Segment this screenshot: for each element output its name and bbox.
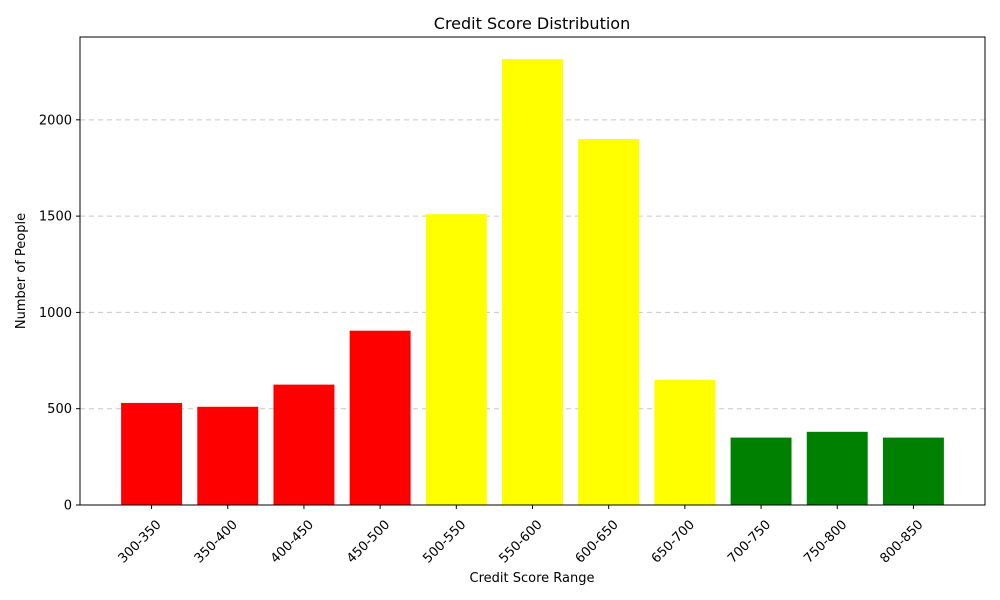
bar-400-450 [273,384,335,505]
bar-750-800 [806,431,868,505]
x-tick-label-300-350: 300-350 [116,517,165,566]
bar-800-850 [882,437,944,505]
x-tick-label-650-700: 650-700 [649,517,698,566]
x-tick-label-700-750: 700-750 [725,517,774,566]
bar-550-600 [502,59,563,506]
bar-700-750 [730,437,792,505]
bar-350-400 [197,406,259,505]
x-axis-ticks: 300-350 350-400 400-450 450-500 500-550 550-6… [116,505,926,566]
y-tick-label-0: 0 [64,499,72,514]
x-axis-label: Credit Score Range [470,571,595,586]
y-tick-label-500: 500 [47,402,72,417]
x-tick-label-600-650: 600-650 [573,517,622,566]
bar-600-650 [578,139,640,505]
x-tick-label-800-850: 800-850 [877,517,926,566]
y-axis-label: Number of People [14,213,29,329]
y-axis-ticks: 0 500 1000 1500 2000 [39,113,80,514]
x-tick-label-400-450: 400-450 [268,517,317,566]
bar-500-550 [425,214,487,505]
bar-450-500 [349,330,411,505]
y-tick-label-1500: 1500 [39,210,72,225]
bars [121,59,944,506]
x-tick-label-350-400: 350-400 [192,517,241,566]
bar-650-700 [654,379,716,505]
y-tick-label-2000: 2000 [39,113,72,128]
bar-300-350 [121,402,183,505]
y-tick-label-1000: 1000 [39,306,72,321]
x-tick-label-550-600: 550-600 [497,517,546,566]
x-tick-label-500-550: 500-550 [420,517,469,566]
x-tick-label-750-800: 750-800 [801,517,850,566]
x-tick-label-450-500: 450-500 [344,517,393,566]
chart-title: Credit Score Distribution [434,14,630,33]
